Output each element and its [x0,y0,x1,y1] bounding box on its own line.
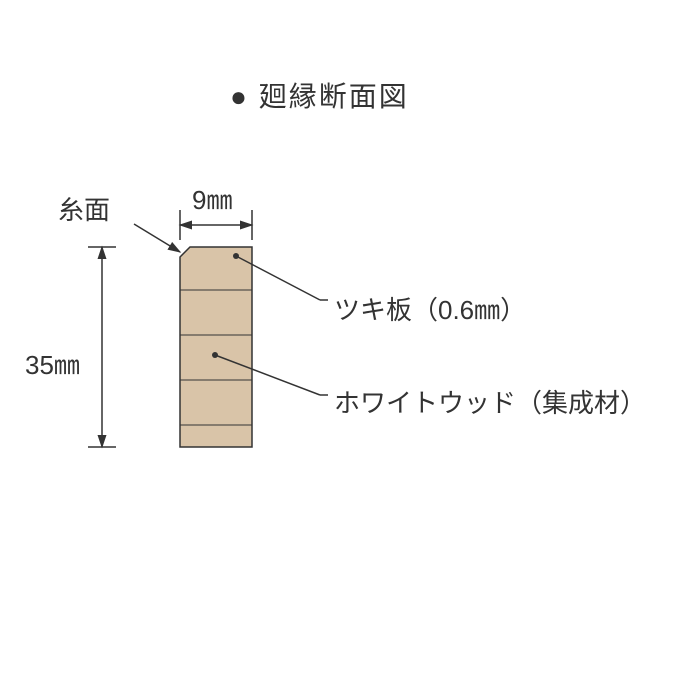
wood-section [180,247,252,447]
cross-section-svg [0,0,700,700]
leader-itomen [134,224,180,252]
